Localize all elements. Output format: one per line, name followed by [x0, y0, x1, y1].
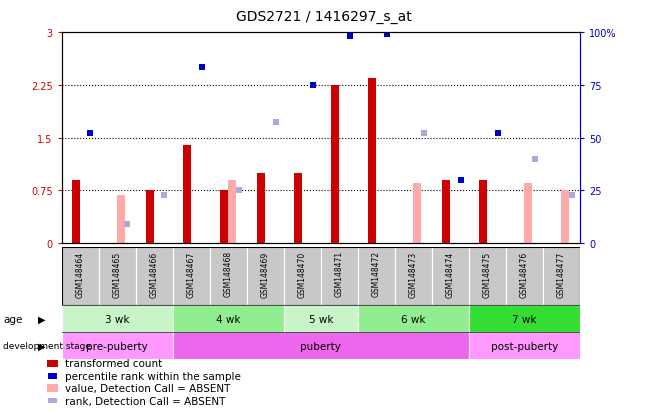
Text: 4 wk: 4 wk — [216, 314, 240, 324]
Bar — [98, 248, 135, 306]
Text: pre-puberty: pre-puberty — [86, 341, 148, 351]
Text: rank, Detection Call = ABSENT: rank, Detection Call = ABSENT — [65, 396, 225, 406]
Text: GSM148473: GSM148473 — [409, 251, 418, 297]
Bar — [146, 191, 154, 244]
Bar — [71, 180, 80, 244]
Point — [233, 188, 244, 195]
Bar — [135, 248, 172, 306]
Point — [419, 130, 429, 137]
Text: value, Detection Call = ABSENT: value, Detection Call = ABSENT — [65, 383, 230, 393]
Point — [529, 156, 540, 163]
Bar — [358, 306, 469, 332]
Text: GSM148475: GSM148475 — [483, 251, 492, 297]
Point — [492, 130, 503, 137]
Bar — [469, 332, 580, 359]
Point — [345, 33, 355, 40]
Text: GSM148474: GSM148474 — [446, 251, 455, 297]
Bar — [210, 248, 247, 306]
Text: development stage: development stage — [3, 342, 91, 350]
Bar — [479, 180, 487, 244]
Text: 6 wk: 6 wk — [401, 314, 426, 324]
Text: transformed count: transformed count — [65, 358, 162, 368]
Bar — [220, 191, 228, 244]
Bar — [524, 184, 532, 244]
Bar — [62, 248, 98, 306]
Text: GSM148464: GSM148464 — [76, 251, 85, 297]
Text: GDS2721 / 1416297_s_at: GDS2721 / 1416297_s_at — [236, 10, 412, 24]
Bar — [395, 248, 432, 306]
Text: GSM148469: GSM148469 — [260, 251, 270, 297]
Text: 3 wk: 3 wk — [105, 314, 130, 324]
Text: GSM148470: GSM148470 — [297, 251, 307, 297]
Text: 5 wk: 5 wk — [308, 314, 333, 324]
Bar — [469, 306, 580, 332]
Bar — [62, 332, 172, 359]
Text: GSM148476: GSM148476 — [520, 251, 529, 297]
Bar — [183, 145, 191, 244]
Point — [86, 130, 96, 137]
Point — [270, 120, 281, 126]
Bar — [358, 248, 395, 306]
Bar — [368, 79, 376, 244]
Bar — [257, 173, 265, 244]
Bar — [172, 248, 210, 306]
Text: GSM148466: GSM148466 — [150, 251, 159, 297]
Text: puberty: puberty — [300, 341, 341, 351]
Bar — [62, 306, 172, 332]
Text: GSM148467: GSM148467 — [187, 251, 196, 297]
Bar — [543, 248, 580, 306]
Text: 7 wk: 7 wk — [512, 314, 537, 324]
Bar — [228, 180, 236, 244]
Bar — [247, 248, 284, 306]
Bar — [284, 306, 358, 332]
Point — [307, 83, 318, 89]
Text: ▶: ▶ — [38, 314, 46, 324]
Bar — [321, 248, 358, 306]
Point — [196, 65, 207, 71]
Bar — [561, 191, 569, 244]
Point — [382, 32, 392, 38]
Text: percentile rank within the sample: percentile rank within the sample — [65, 371, 240, 381]
Bar — [442, 180, 450, 244]
Bar — [506, 248, 543, 306]
Point — [456, 177, 466, 184]
Text: GSM148477: GSM148477 — [557, 251, 566, 297]
Bar — [469, 248, 506, 306]
Bar — [330, 86, 339, 244]
Point — [566, 192, 577, 199]
Text: GSM148471: GSM148471 — [335, 251, 344, 297]
Text: GSM148468: GSM148468 — [224, 251, 233, 297]
Bar — [413, 184, 421, 244]
Bar — [284, 248, 321, 306]
Text: post-puberty: post-puberty — [491, 341, 558, 351]
Bar — [172, 306, 284, 332]
Point — [159, 192, 170, 199]
Bar — [294, 173, 302, 244]
Text: ▶: ▶ — [38, 341, 46, 351]
Text: GSM148472: GSM148472 — [372, 251, 381, 297]
Bar — [432, 248, 469, 306]
Bar — [117, 196, 125, 244]
Point — [122, 221, 133, 228]
Text: GSM148465: GSM148465 — [113, 251, 122, 297]
Bar — [172, 332, 469, 359]
Text: age: age — [3, 314, 23, 324]
